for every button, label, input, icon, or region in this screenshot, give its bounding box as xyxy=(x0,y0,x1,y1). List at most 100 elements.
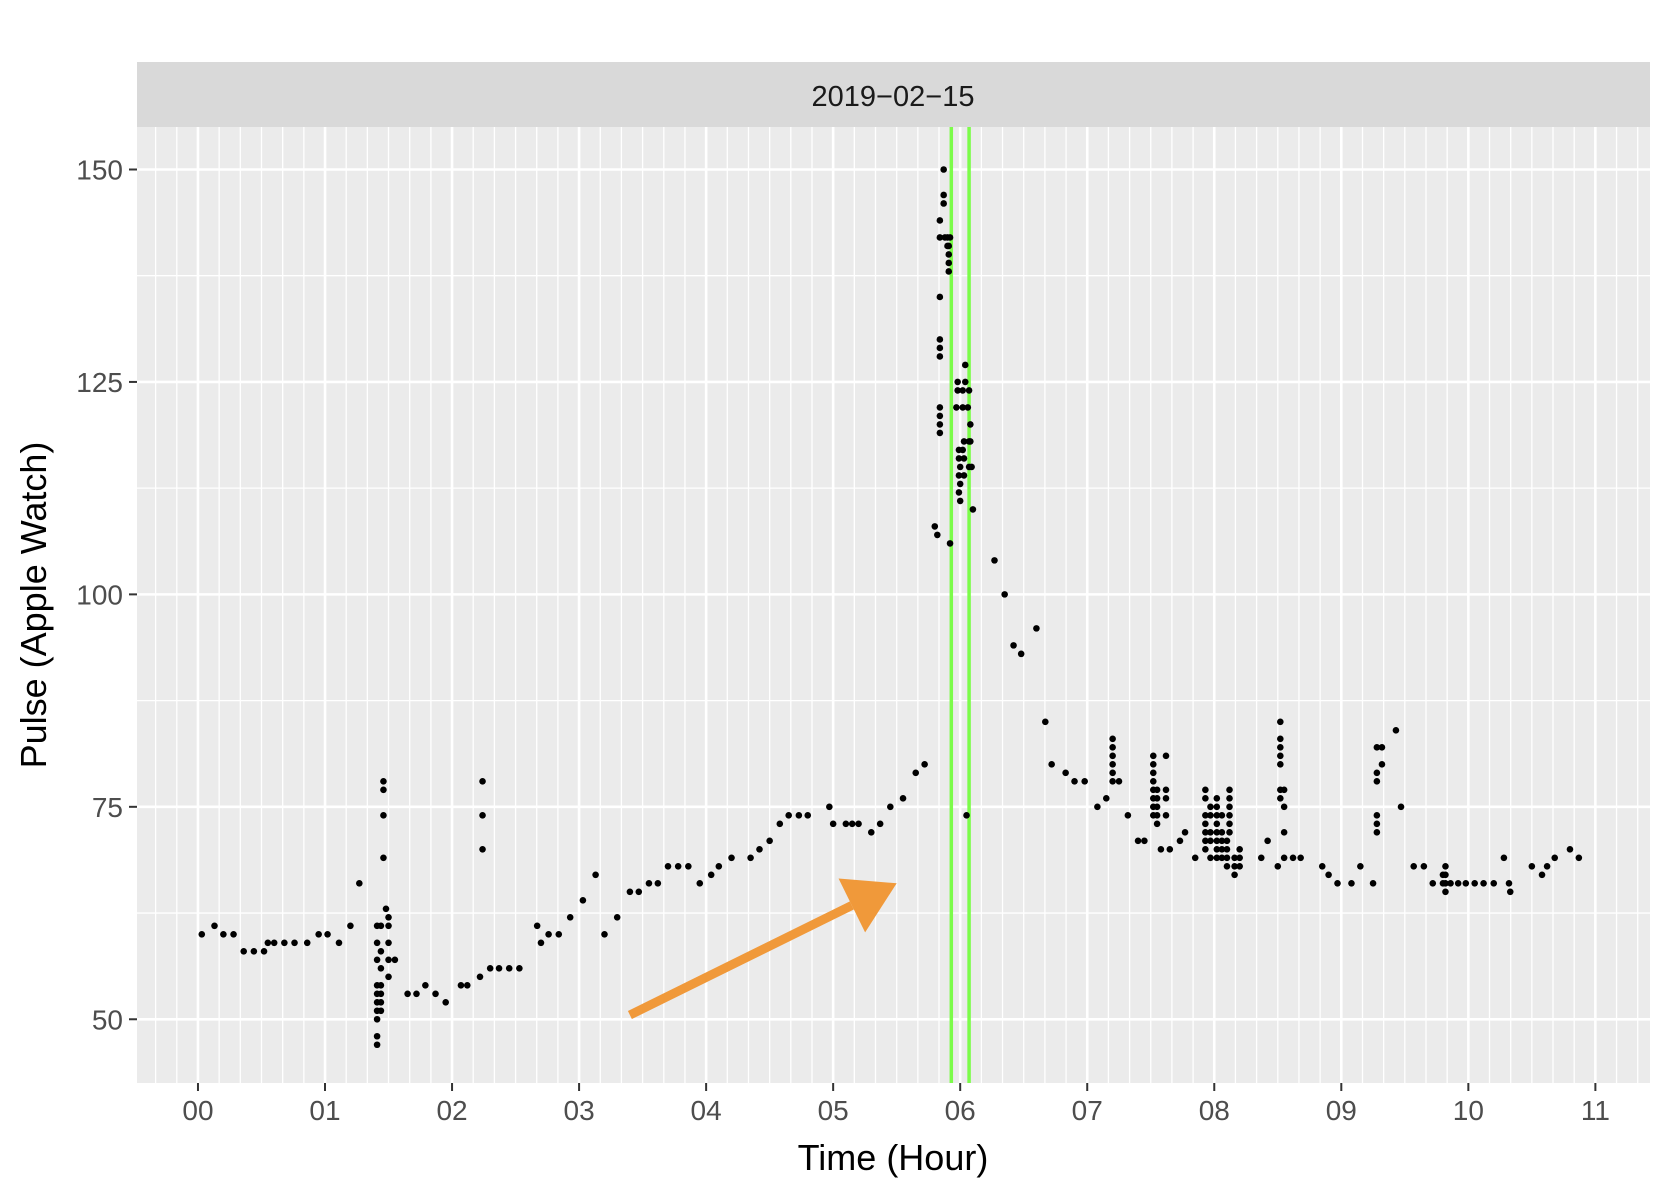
data-point xyxy=(1420,863,1428,870)
data-point xyxy=(936,429,944,437)
data-point xyxy=(1109,752,1116,760)
data-point xyxy=(1202,846,1209,853)
data-point xyxy=(601,930,608,938)
x-tick-label: 08 xyxy=(1199,1095,1230,1126)
data-point xyxy=(1109,761,1116,768)
data-point xyxy=(1223,863,1231,870)
data-point xyxy=(1277,735,1284,743)
data-point xyxy=(1373,769,1381,777)
data-point xyxy=(940,191,947,199)
data-point xyxy=(956,463,964,471)
x-tick-label: 01 xyxy=(309,1095,340,1126)
y-tick-label: 100 xyxy=(76,579,123,610)
data-point xyxy=(664,863,672,870)
data-point xyxy=(1176,837,1184,845)
data-point xyxy=(945,242,953,250)
data-point xyxy=(1397,803,1405,811)
data-point xyxy=(1149,778,1157,785)
data-point xyxy=(240,947,248,955)
data-point xyxy=(940,200,947,207)
data-point xyxy=(1202,837,1209,845)
data-point xyxy=(1543,863,1551,870)
data-point xyxy=(1429,880,1437,887)
data-point xyxy=(955,472,963,479)
data-point xyxy=(945,268,953,275)
data-point xyxy=(756,846,763,853)
data-point xyxy=(1277,795,1284,802)
data-point xyxy=(303,939,311,947)
data-point xyxy=(936,421,944,428)
data-point xyxy=(1226,795,1233,802)
data-point xyxy=(479,812,486,819)
data-point xyxy=(876,820,884,828)
data-point xyxy=(1109,778,1116,785)
data-point xyxy=(635,888,643,896)
data-point xyxy=(1207,854,1214,862)
data-point xyxy=(1231,871,1238,879)
data-point xyxy=(457,981,465,989)
data-point xyxy=(356,880,363,887)
data-point xyxy=(1318,863,1326,870)
data-point xyxy=(1223,837,1231,845)
data-point xyxy=(385,922,392,930)
data-point xyxy=(961,378,969,386)
data-point xyxy=(1181,829,1189,836)
data-point xyxy=(264,939,272,947)
data-point xyxy=(545,930,552,938)
data-point xyxy=(516,964,523,972)
data-point xyxy=(969,506,977,513)
x-tick-label: 10 xyxy=(1453,1095,1484,1126)
data-point xyxy=(1325,871,1332,879)
data-point xyxy=(260,947,268,955)
data-point xyxy=(1280,829,1288,836)
annotation-arrow xyxy=(627,878,897,1020)
data-point xyxy=(1134,837,1142,845)
data-point xyxy=(422,981,429,989)
data-point xyxy=(1115,778,1123,785)
data-point xyxy=(220,930,227,938)
data-point xyxy=(747,854,754,862)
data-point xyxy=(1162,795,1170,802)
data-point xyxy=(1231,863,1238,870)
data-point xyxy=(377,964,385,972)
data-point xyxy=(1357,863,1364,870)
y-tick-label: 75 xyxy=(92,792,123,823)
data-point xyxy=(1500,854,1508,862)
data-point xyxy=(1202,812,1209,819)
data-point xyxy=(382,905,390,913)
data-point xyxy=(795,812,803,819)
data-point xyxy=(1334,880,1341,887)
data-point xyxy=(373,1015,381,1023)
data-point xyxy=(954,378,961,386)
data-point xyxy=(936,336,944,343)
data-point xyxy=(479,846,486,853)
data-point xyxy=(1162,752,1170,760)
data-point xyxy=(281,939,288,947)
data-point xyxy=(1297,854,1304,862)
data-point xyxy=(1236,846,1243,853)
data-point xyxy=(413,990,420,998)
data-point xyxy=(1153,803,1161,811)
data-point xyxy=(1153,812,1161,819)
data-point xyxy=(945,251,953,258)
data-point xyxy=(373,1041,381,1049)
y-axis-ticks: 50 75 100 125 150 xyxy=(76,154,137,1035)
x-tick-label: 00 xyxy=(182,1095,213,1126)
data-point xyxy=(1226,812,1233,819)
facet-strip xyxy=(137,62,1650,127)
data-point xyxy=(1124,812,1132,819)
data-point xyxy=(855,820,862,828)
data-point xyxy=(1153,795,1161,802)
data-point xyxy=(674,863,682,870)
data-point xyxy=(1280,803,1288,811)
data-point xyxy=(946,234,954,241)
data-point xyxy=(1162,786,1170,794)
data-point xyxy=(956,480,964,488)
data-point xyxy=(956,497,964,505)
data-point xyxy=(921,761,928,768)
data-point xyxy=(1094,803,1101,811)
data-point xyxy=(385,939,392,947)
data-point xyxy=(1010,642,1017,649)
highlight-lines xyxy=(949,127,971,1083)
